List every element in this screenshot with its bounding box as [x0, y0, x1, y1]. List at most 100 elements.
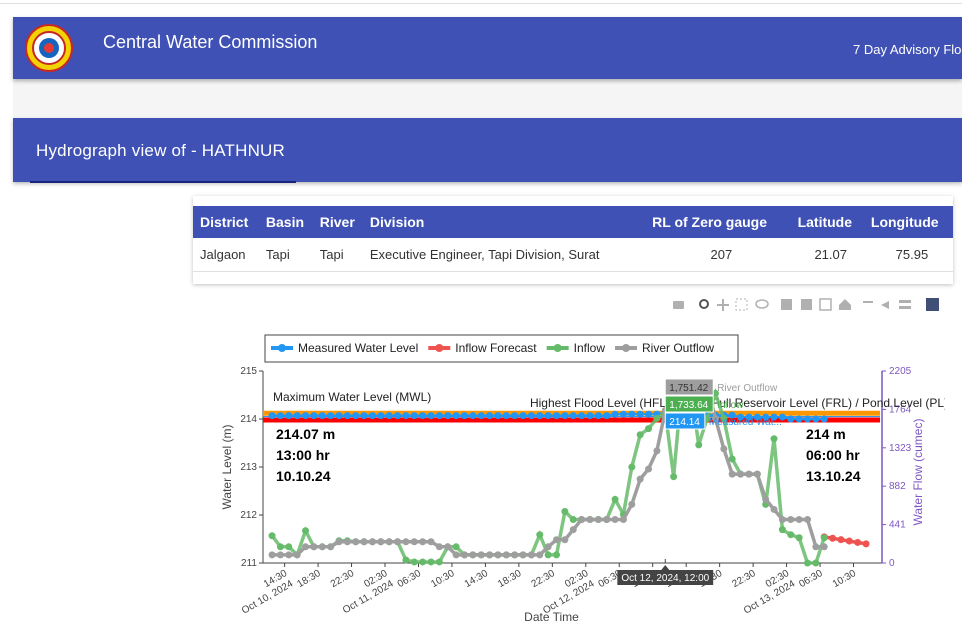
station-table: District Basin River Division RL of Zero gau… — [193, 206, 953, 272]
hover-compare-icon[interactable] — [899, 300, 911, 303]
data-point — [452, 543, 460, 551]
chart: 211212213214215044188213231764220514:30O… — [201, 289, 945, 634]
data-point — [720, 415, 728, 423]
select-icon[interactable] — [735, 298, 748, 311]
hover-name: Measured Wat... — [709, 417, 782, 428]
hover-x-box — [617, 570, 714, 585]
zoom-out-icon[interactable] — [801, 299, 812, 310]
legend-marker — [553, 344, 562, 352]
data-point — [628, 463, 636, 471]
legend-item[interactable]: Inflow Forecast — [428, 341, 537, 355]
data-point — [544, 551, 552, 559]
data-point — [343, 412, 351, 420]
data-point — [578, 412, 586, 420]
legend-marker — [435, 344, 444, 352]
data-point — [419, 538, 427, 546]
data-point — [519, 412, 527, 420]
data-point — [803, 415, 811, 423]
data-point — [293, 551, 301, 559]
data-point — [670, 473, 678, 481]
data-point — [762, 413, 770, 421]
data-point — [268, 412, 276, 420]
data-point — [444, 412, 452, 420]
annotation: 214.07 m — [276, 426, 335, 442]
data-point — [444, 543, 452, 551]
data-point — [619, 410, 627, 418]
reference-label: Full Reservoir Level (FRL) / Pond Level … — [712, 396, 945, 410]
data-point — [377, 412, 385, 420]
nav-link[interactable]: 7 Day Advisory Flood Forecast — [853, 42, 962, 57]
reset-icon[interactable] — [839, 299, 851, 310]
column-header: Latitude — [790, 206, 864, 238]
logo[interactable] — [25, 24, 73, 72]
hover-box — [664, 395, 714, 413]
section-title[interactable]: Hydrograph view of - HATHNUR — [36, 141, 286, 160]
y-tick-label: 214 — [240, 414, 257, 425]
data-point — [611, 410, 619, 418]
data-point — [511, 551, 519, 559]
y2-tick-label: 882 — [889, 481, 906, 492]
data-point — [327, 412, 335, 420]
data-point — [527, 551, 535, 559]
data-point — [544, 412, 552, 420]
zoom-in-icon[interactable] — [781, 299, 792, 310]
table-cell: Tapi — [312, 238, 363, 272]
data-point — [502, 551, 510, 559]
app-bar: Central Water Commission 7 Day Advisory … — [13, 17, 962, 79]
data-point — [310, 543, 318, 551]
data-point — [645, 425, 653, 433]
data-point — [803, 559, 811, 567]
plotly-logo[interactable] — [926, 298, 939, 311]
data-point — [427, 538, 435, 546]
legend-marker — [278, 344, 286, 352]
column-header: Longitude — [863, 206, 953, 238]
data-point — [569, 526, 577, 534]
data-point — [385, 412, 393, 420]
spike-icon[interactable] — [863, 301, 873, 303]
legend-item[interactable]: Measured Water Level — [271, 341, 418, 355]
column-header: River — [312, 206, 363, 238]
y2-axis-title: Water Flow (cumec) — [911, 419, 925, 526]
data-point — [628, 500, 636, 508]
data-point — [293, 412, 301, 420]
autoscale-icon[interactable] — [819, 298, 832, 311]
data-point — [368, 538, 376, 546]
data-point — [302, 527, 310, 535]
column-header: Division — [362, 206, 646, 238]
data-point — [536, 531, 544, 539]
camera-icon[interactable] — [673, 301, 684, 309]
data-point — [778, 516, 786, 524]
pan-icon[interactable] — [717, 299, 729, 311]
legend-label: River Outflow — [642, 341, 714, 355]
data-point — [377, 538, 385, 546]
data-point — [352, 412, 360, 420]
data-point — [628, 410, 636, 418]
data-point — [435, 412, 443, 420]
data-point — [486, 551, 494, 559]
data-point — [594, 412, 602, 420]
data-point — [561, 507, 569, 515]
hover-x-arrow — [661, 565, 670, 570]
data-point — [435, 558, 443, 566]
app-title[interactable]: Central Water Commission — [103, 32, 318, 52]
station-card: District Basin River Division RL of Zero gau… — [193, 196, 953, 284]
data-point — [335, 538, 343, 546]
legend-item[interactable]: Inflow — [546, 341, 606, 355]
data-point — [636, 410, 644, 418]
data-point — [636, 475, 644, 483]
zoom-icon[interactable] — [699, 299, 709, 309]
hover-box — [664, 378, 714, 396]
header-row: District Basin River Division RL of Zero gau… — [193, 206, 953, 238]
hover-closest-icon[interactable] — [881, 301, 889, 309]
data-point — [285, 551, 293, 559]
data-point — [402, 538, 410, 546]
lasso-icon[interactable] — [755, 299, 769, 309]
modebar[interactable] — [673, 298, 939, 311]
legend-item[interactable]: River Outflow — [615, 341, 714, 355]
data-point — [586, 516, 594, 524]
data-point — [854, 538, 862, 546]
data-point — [494, 551, 502, 559]
y-tick-label: 213 — [240, 462, 257, 473]
data-point — [594, 516, 602, 524]
